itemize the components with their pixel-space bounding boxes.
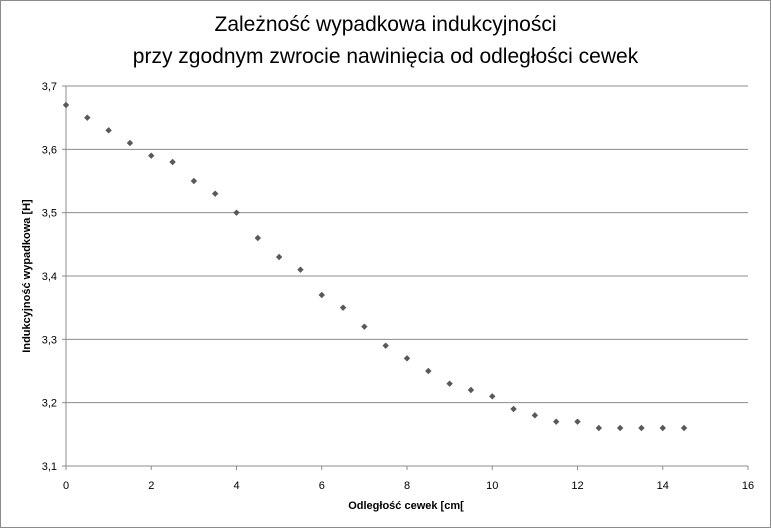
x-tick-label: 0 — [63, 480, 69, 492]
x-tick-label: 8 — [404, 480, 410, 492]
y-tick-label: 3,2 — [42, 398, 57, 410]
data-point — [659, 424, 666, 432]
data-point — [361, 323, 368, 330]
axes — [62, 85, 749, 470]
data-point — [574, 418, 581, 425]
data-point — [510, 405, 517, 413]
x-tick-label: 4 — [233, 480, 239, 492]
data-point — [339, 304, 347, 311]
data-point — [190, 177, 198, 185]
data-point — [616, 424, 624, 432]
data-points — [62, 101, 688, 432]
data-point — [467, 386, 475, 394]
x-tick-label: 10 — [486, 480, 498, 492]
data-point — [552, 418, 560, 425]
y-tick-label: 3,3 — [42, 334, 57, 346]
data-point — [425, 367, 432, 375]
data-point — [403, 355, 411, 362]
data-point — [489, 393, 496, 400]
gridlines — [66, 85, 748, 404]
y-tick-label: 3,5 — [42, 208, 57, 220]
data-point — [595, 424, 603, 432]
y-tick-label: 3,4 — [42, 271, 57, 283]
y-tick-label: 3,6 — [42, 144, 57, 156]
data-point — [62, 101, 70, 109]
data-point — [211, 190, 219, 197]
data-point — [84, 114, 91, 121]
data-point — [105, 127, 112, 134]
x-axis-label: Odległość cewek [cm[ — [348, 500, 464, 512]
x-tick-label: 6 — [319, 480, 325, 492]
data-point — [318, 291, 325, 299]
data-point — [531, 412, 539, 419]
x-tick-label: 2 — [148, 480, 154, 492]
chart-title-line2: przy zgodnym zwrocie nawinięcia od odleg… — [132, 45, 639, 68]
data-point — [680, 424, 688, 432]
x-tick-labels: 0 2 4 6 8 10 12 14 16 — [63, 480, 754, 492]
data-point — [638, 424, 645, 432]
chart-title-line1: Zależność wypadkowa indukcyjności — [214, 13, 557, 36]
data-point — [126, 139, 134, 147]
y-tick-label: 3,7 — [42, 81, 57, 93]
data-point — [297, 266, 304, 273]
x-tick-label: 12 — [571, 480, 583, 492]
x-tick-label: 14 — [657, 480, 669, 492]
data-point — [382, 342, 389, 349]
y-axis-label: Indukcyjność wypadkowa [H] — [21, 199, 33, 353]
y-tick-label: 3,1 — [42, 461, 57, 473]
data-point — [233, 209, 240, 216]
data-point — [275, 253, 283, 261]
y-tick-labels: 3,1 3,2 3,3 3,4 3,5 3,6 3,7 — [42, 81, 57, 473]
data-point — [446, 380, 453, 387]
data-point — [169, 158, 176, 166]
chart-title: Zależność wypadkowa indukcyjności przy z… — [1, 9, 770, 73]
x-tick-label: 16 — [742, 480, 754, 492]
data-point — [254, 234, 262, 242]
data-point — [148, 152, 155, 159]
